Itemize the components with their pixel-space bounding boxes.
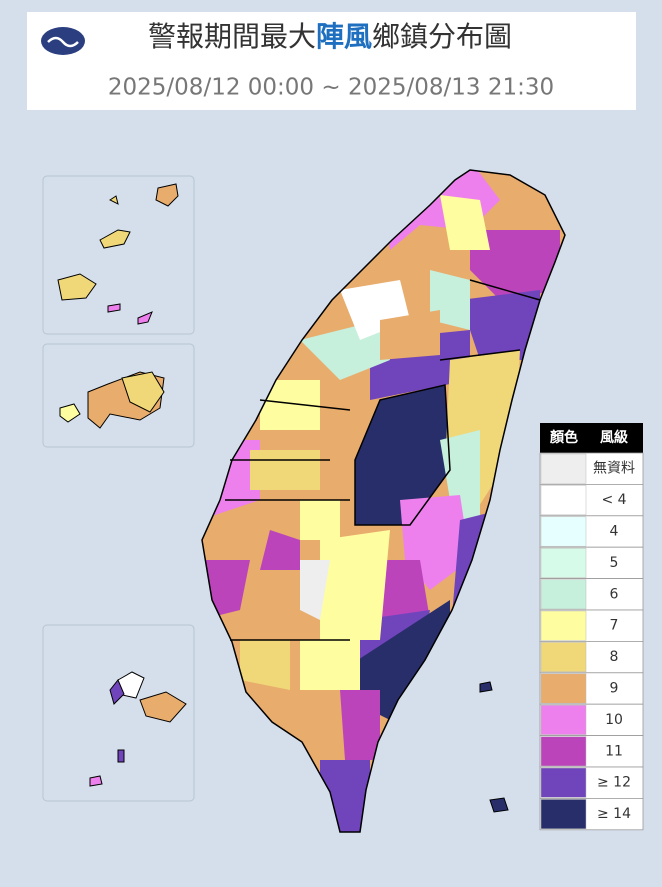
legend: 顏色 風級 無資料 < 4 4 5 6 7 8 9 10 11 ≥ 12 ≥ 14 xyxy=(539,423,644,831)
header-box xyxy=(27,12,636,110)
legend-swatch xyxy=(540,704,587,735)
legend-swatch xyxy=(540,736,587,767)
title: 警報期間最大陣風鄉鎮分布圖 xyxy=(148,20,512,53)
legend-label: ≥ 12 xyxy=(597,775,631,791)
legend-label: 10 xyxy=(605,712,623,728)
legend-swatch xyxy=(540,642,587,673)
legend-swatch xyxy=(540,485,587,516)
legend-label: 8 xyxy=(610,649,619,665)
legend-label: 6 xyxy=(610,586,619,602)
legend-label: < 4 xyxy=(601,492,626,508)
subtitle: 2025/08/12 00:00 ~ 2025/08/13 21:30 xyxy=(108,75,554,101)
legend-header-cell: 風級 xyxy=(600,429,628,446)
legend-label: 5 xyxy=(610,555,619,571)
legend-label: 4 xyxy=(610,524,619,540)
legend-label: 11 xyxy=(605,743,623,759)
legend-label: 9 xyxy=(610,681,619,697)
title-part: 警報期間最大 xyxy=(148,20,316,53)
logo-mark xyxy=(47,36,79,48)
title-part: 鄉鎮分布圖 xyxy=(372,20,512,53)
legend-swatch xyxy=(540,767,587,798)
legend-swatch xyxy=(540,547,587,578)
legend-swatch xyxy=(540,610,587,641)
inset-box xyxy=(42,624,195,802)
legend-swatch xyxy=(540,799,587,830)
islands xyxy=(57,183,509,813)
legend-label: 無資料 xyxy=(593,461,635,477)
legend-swatch xyxy=(540,579,587,610)
legend-swatch xyxy=(540,673,587,704)
legend-swatch xyxy=(540,516,587,547)
legend-header xyxy=(540,423,643,453)
legend-header-cell: 顏色 xyxy=(550,429,578,446)
legend-label: ≥ 14 xyxy=(597,806,631,822)
county-borders xyxy=(201,169,566,833)
title-highlight: 陣風 xyxy=(316,20,372,53)
legend-label: 7 xyxy=(610,618,619,634)
legend-swatch xyxy=(540,453,587,484)
